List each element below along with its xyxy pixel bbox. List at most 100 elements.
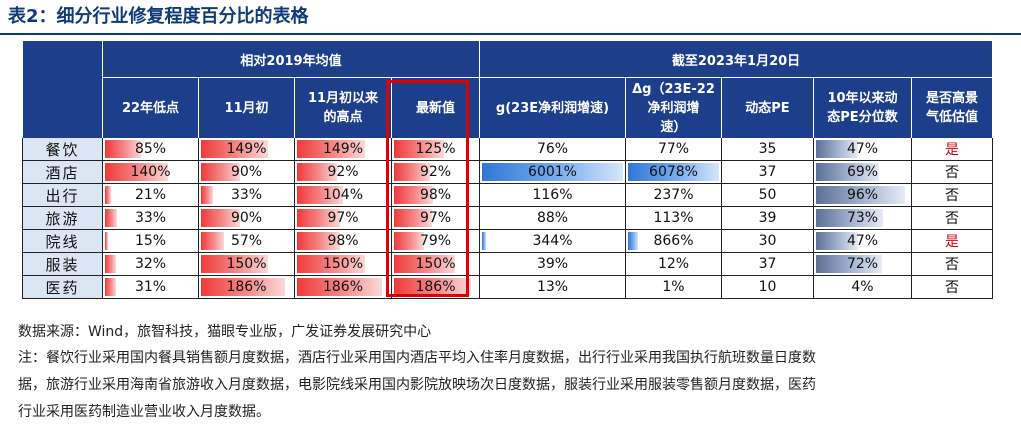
cell-pe-value: 35 — [758, 141, 777, 157]
header-dg: Δg（23E-22 净利润增 速） — [625, 77, 722, 138]
cell-low: 是 — [911, 138, 994, 161]
title-divider — [0, 33, 1021, 35]
cell-nov-value: 149% — [226, 141, 267, 157]
cell-high: 98% — [294, 229, 392, 253]
cell-pct-bar — [816, 255, 882, 273]
cell-g23-value: 6001% — [528, 164, 577, 180]
cell-low22: 21% — [102, 183, 199, 207]
cell-pct-value: 96% — [846, 187, 879, 203]
cell-dg: 1% — [625, 275, 722, 299]
cell-pe: 39 — [721, 206, 814, 230]
header-low: 是否高景 气低估值 — [911, 77, 994, 138]
cell-pe: 50 — [721, 183, 814, 207]
cell-high-value: 98% — [327, 233, 359, 249]
cell-latest-bar — [394, 140, 445, 158]
cell-latest-value: 125% — [415, 141, 456, 157]
cell-high-value: 186% — [322, 279, 364, 295]
cell-g23: 13% — [479, 275, 626, 299]
cell-pct-value: 73% — [846, 210, 879, 226]
cell-low22: 85% — [102, 138, 199, 161]
cell-pct-value: 72% — [846, 256, 879, 272]
cell-low22: 31% — [102, 275, 199, 299]
cell-pct-bar — [816, 186, 906, 204]
cell-latest: 92% — [391, 160, 480, 184]
cell-latest-bar — [394, 163, 431, 181]
cell-low22-bar — [105, 163, 168, 181]
footnote-line-2: 据，旅游行业采用海南省旅游收入月度数据，电影院线采用国内影院放映场次日度数据，服… — [18, 377, 816, 393]
header-columns-row: 22年低点 11月初 11月初以来 的高点 最新值 g(23E净利润增速) Δg（23E-2… — [23, 77, 994, 138]
header-high: 11月初以来 的高点 — [294, 77, 392, 138]
cell-high: 92% — [294, 160, 392, 184]
data-source: 数据来源：Wind，旅智科技，猫眼专业版，广发证券发展研究中心 — [18, 324, 432, 340]
cell-nov-value: 150% — [226, 256, 267, 272]
cell-high-value: 150% — [322, 256, 364, 272]
cell-nov-value: 57% — [230, 233, 263, 249]
cell-g23: 76% — [479, 138, 626, 161]
cell-latest-bar — [394, 209, 433, 227]
header-g23: g(23E净利润增速) — [479, 77, 626, 138]
cell-low: 否 — [911, 183, 994, 207]
page-title: 表2：细分行业修复程度百分比的表格 — [8, 6, 309, 27]
cell-pct: 73% — [813, 206, 912, 230]
header-high-line: 11月初以来 — [307, 91, 379, 106]
header-low-line: 是否高景 — [926, 91, 979, 106]
cell-dg-value: 12% — [657, 256, 690, 272]
cell-nov-bar — [201, 255, 269, 273]
cell-pe-value: 10 — [758, 279, 777, 295]
cell-low22-bar — [105, 255, 117, 273]
cell-low22: 15% — [102, 229, 199, 253]
cell-dg-value: 237% — [653, 187, 694, 203]
cell-nov-bar — [201, 232, 225, 250]
cell-g23-value: 116% — [532, 187, 573, 203]
cell-latest-value: 186% — [415, 279, 456, 295]
row-label: 院线 — [22, 229, 103, 253]
cell-g23-bar — [482, 163, 623, 181]
header-low22-line: 22年低点 — [121, 100, 180, 116]
cell-pe: 37 — [721, 160, 814, 184]
cell-pct-bar — [816, 163, 879, 181]
cell-latest-bar — [394, 255, 456, 273]
cell-nov: 33% — [198, 183, 295, 207]
cell-low22: 33% — [102, 206, 199, 230]
cell-pe-value: 37 — [758, 164, 777, 180]
header-g23-line: g(23E净利润增速) — [495, 100, 610, 116]
cell-low: 是 — [911, 229, 994, 253]
cell-high: 149% — [294, 138, 392, 161]
cell-g23-value: 39% — [536, 256, 569, 272]
cell-pe: 35 — [721, 138, 814, 161]
cell-latest-value: 79% — [419, 233, 452, 249]
cell-latest: 150% — [391, 252, 480, 276]
cell-dg-bar — [628, 163, 719, 181]
cell-low22-bar — [105, 209, 117, 227]
cell-low-value: 否 — [945, 280, 960, 296]
cell-high-value: 149% — [322, 141, 364, 157]
cell-pct: 4% — [813, 275, 912, 299]
cell-high-bar — [297, 232, 341, 250]
cell-nov-value: 33% — [230, 187, 263, 203]
cell-pct: 47% — [813, 229, 912, 253]
cell-pe: 30 — [721, 229, 814, 253]
cell-pct-bar — [816, 209, 883, 227]
cell-g23: 116% — [479, 183, 626, 207]
cell-dg-value: 113% — [653, 210, 694, 226]
cell-nov-value: 186% — [226, 279, 267, 295]
cell-high-bar — [297, 140, 365, 158]
cell-low22-value: 21% — [134, 187, 167, 203]
cell-high-value: 92% — [327, 164, 359, 180]
row-label: 酒店 — [22, 160, 103, 184]
cell-nov: 90% — [198, 160, 295, 184]
header-high-line: 的高点 — [323, 110, 363, 125]
header-dg-line: 速） — [660, 119, 687, 135]
cell-latest: 97% — [391, 206, 480, 230]
cell-latest-bar — [394, 232, 425, 250]
cell-low22-bar — [105, 186, 111, 204]
cell-low22-value: 32% — [134, 256, 167, 272]
cell-low: 否 — [911, 160, 994, 184]
header-group-2023: 截至2023年1月20日 — [479, 41, 994, 78]
cell-g23: 344% — [479, 229, 626, 253]
cell-latest: 186% — [391, 275, 480, 299]
header-pct-line: 态PE分位数 — [827, 110, 898, 125]
cell-low-value: 否 — [945, 211, 960, 227]
cell-nov-value: 90% — [230, 164, 263, 180]
cell-nov-value: 90% — [230, 210, 263, 226]
